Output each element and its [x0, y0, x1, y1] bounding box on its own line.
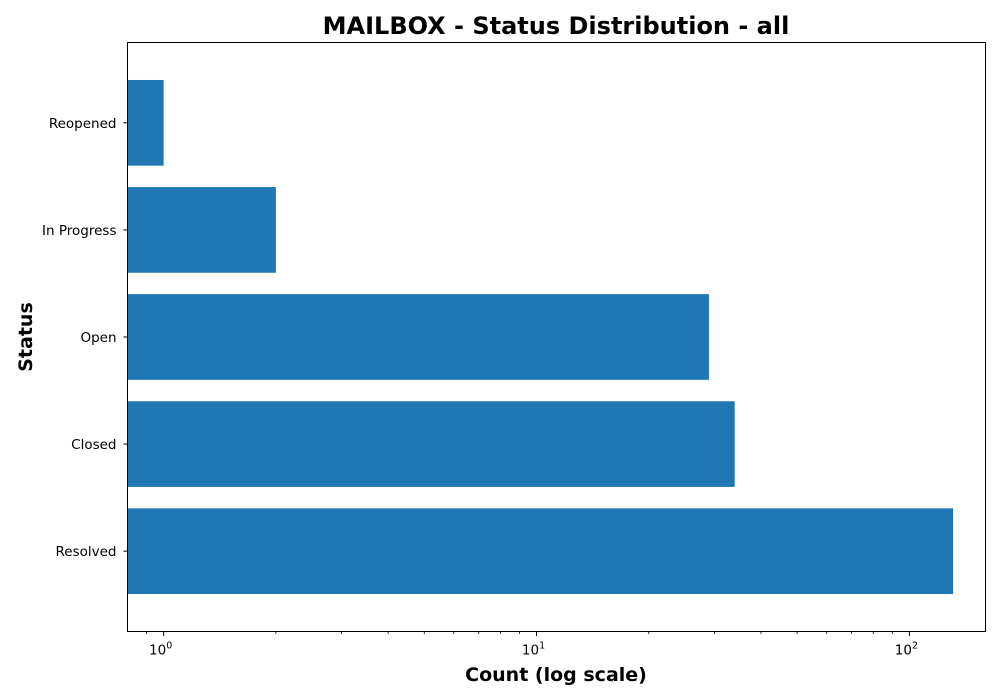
- x-axis-title: Count (log scale): [465, 664, 647, 686]
- bar-closed: [127, 401, 735, 487]
- y-tick-label: Closed: [71, 437, 116, 453]
- plot-frame: [127, 42, 986, 632]
- x-tick-label: 101: [522, 641, 545, 659]
- y-axis-title: Status: [15, 302, 37, 372]
- y-tick-label: Open: [80, 330, 116, 346]
- bar-reopened: [127, 79, 164, 166]
- ticks-group: Reopened In Progress Open Closed Resolved 100…: [42, 116, 918, 659]
- x-tick-label: 100: [149, 641, 172, 659]
- bar-in-progress: [127, 187, 276, 273]
- bar-open: [127, 294, 709, 380]
- y-tick-label: Resolved: [56, 544, 117, 560]
- y-tick-label: In Progress: [42, 223, 116, 239]
- bar-resolved: [127, 508, 954, 595]
- bars-group: [127, 79, 954, 595]
- x-tick-label: 102: [895, 641, 918, 659]
- y-tick-label: Reopened: [49, 116, 117, 132]
- chart-title: MAILBOX - Status Distribution - all: [323, 12, 790, 40]
